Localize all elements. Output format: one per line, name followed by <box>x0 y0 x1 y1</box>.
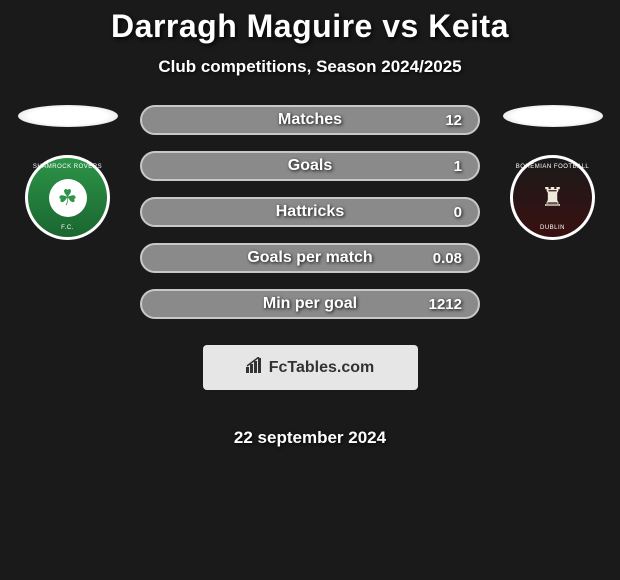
stat-value-right: 1 <box>454 158 462 175</box>
stat-bar-min-per-goal: Min per goal 1212 <box>140 289 480 319</box>
club-badge-right: BOHEMIAN FOOTBALL ♜ DUBLIN <box>510 155 595 240</box>
stat-label: Goals per match <box>247 249 372 267</box>
chart-icon <box>246 357 264 378</box>
player-left-placeholder <box>18 105 118 127</box>
stat-bar-hattricks: Hattricks 0 <box>140 197 480 227</box>
stat-value-right: 12 <box>445 112 462 129</box>
player-right-placeholder <box>503 105 603 127</box>
comparison-card: Darragh Maguire vs Keita Club competitio… <box>0 0 620 448</box>
left-player-column: SHAMROCK ROVERS ☘ F.C. <box>15 105 120 240</box>
stat-value-right: 0 <box>454 204 462 221</box>
stat-label: Goals <box>288 157 332 175</box>
subtitle: Club competitions, Season 2024/2025 <box>0 57 620 77</box>
page-title: Darragh Maguire vs Keita <box>0 8 620 45</box>
shamrock-icon: ☘ <box>58 185 78 211</box>
castle-icon: ♜ <box>541 182 564 213</box>
stat-label: Hattricks <box>276 203 344 221</box>
stats-column: Matches 12 Goals 1 Hattricks 0 Goals per… <box>140 105 480 448</box>
stat-bar-goals-per-match: Goals per match 0.08 <box>140 243 480 273</box>
club-badge-left-label-bottom: F.C. <box>28 225 107 231</box>
branding-box: FcTables.com <box>203 345 418 390</box>
stat-value-right: 1212 <box>429 296 462 313</box>
stat-label: Min per goal <box>263 295 357 313</box>
club-badge-right-label-top: BOHEMIAN FOOTBALL <box>513 164 592 170</box>
stat-value-right: 0.08 <box>433 250 462 267</box>
branding-text: FcTables.com <box>269 359 375 377</box>
club-badge-right-label-bottom: DUBLIN <box>513 225 592 231</box>
stat-bar-matches: Matches 12 <box>140 105 480 135</box>
club-badge-left: SHAMROCK ROVERS ☘ F.C. <box>25 155 110 240</box>
content-row: SHAMROCK ROVERS ☘ F.C. Matches 12 Goals … <box>0 105 620 448</box>
club-badge-left-label-top: SHAMROCK ROVERS <box>28 164 107 170</box>
right-player-column: BOHEMIAN FOOTBALL ♜ DUBLIN <box>500 105 605 240</box>
stat-label: Matches <box>278 111 342 129</box>
stat-bar-goals: Goals 1 <box>140 151 480 181</box>
date-text: 22 september 2024 <box>140 428 480 448</box>
club-badge-left-inner: ☘ <box>49 179 87 217</box>
